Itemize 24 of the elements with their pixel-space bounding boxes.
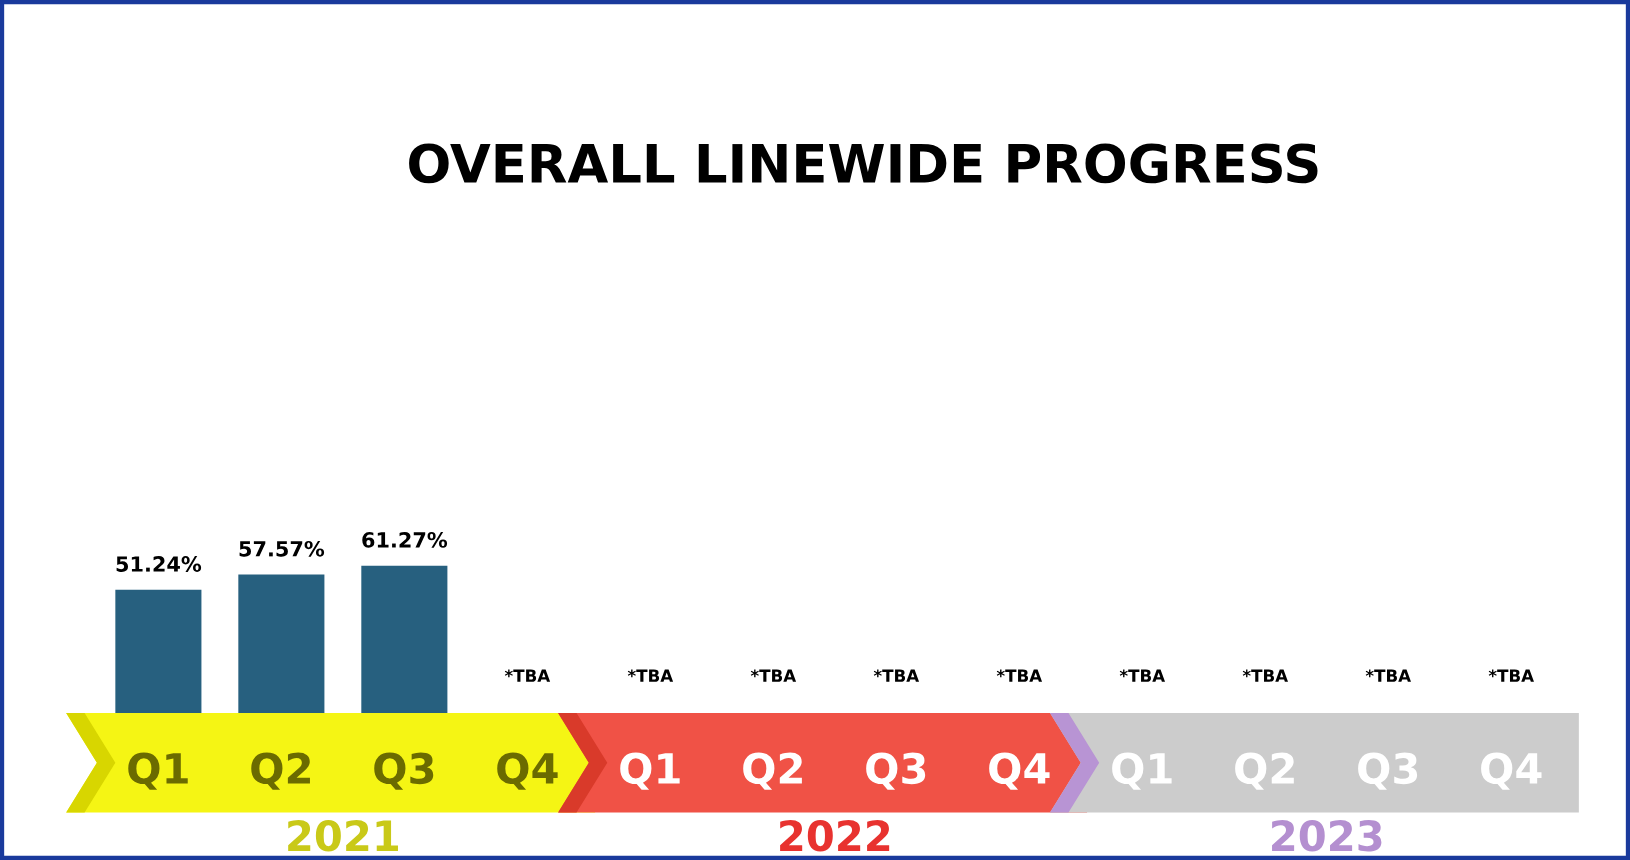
- text: *TBA: [1365, 669, 1411, 682]
- data-label: 57.57%: [239, 540, 325, 557]
- text: *TBA: [1242, 669, 1288, 682]
- text: *TBA: [627, 669, 674, 682]
- x-tick-label: Q4: [497, 752, 558, 790]
- x-tick-label: Q3: [866, 752, 926, 790]
- chart-title: OVERALL LINEWIDE PROGRESS: [409, 143, 1318, 184]
- x-tick-label: Q4: [989, 752, 1050, 790]
- text: *TBA: [504, 669, 551, 682]
- text: *TBA: [996, 669, 1043, 682]
- x-tick-label: Q3: [374, 752, 434, 790]
- text: 2021: [288, 819, 398, 852]
- text: *TBA: [873, 669, 920, 682]
- text: *TBA: [1488, 669, 1534, 682]
- data-label: 61.27%: [362, 532, 448, 548]
- data-label: 51.24%: [116, 556, 202, 572]
- x-tick-label: Q1: [128, 752, 188, 790]
- text: 2022: [780, 819, 890, 852]
- x-tick-label: Q1: [620, 752, 680, 790]
- text: *TBA: [1119, 669, 1166, 682]
- x-tick-label: Q2: [743, 752, 802, 790]
- text: *TBA: [750, 669, 797, 682]
- x-tick-label: Q2: [251, 752, 310, 790]
- text: 2023: [1272, 819, 1382, 852]
